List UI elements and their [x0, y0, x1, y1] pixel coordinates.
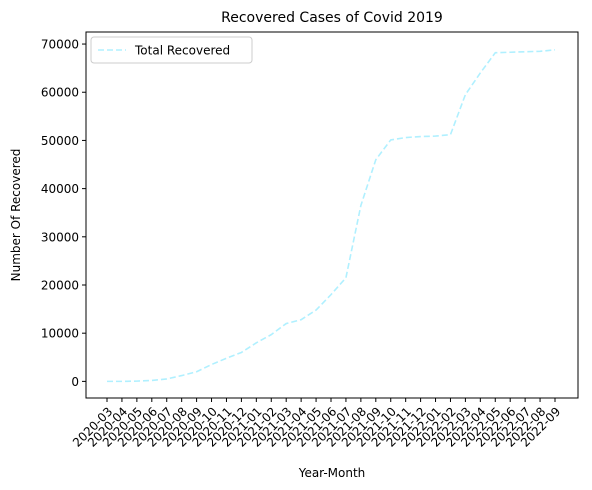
- plot-area-frame: [85, 31, 579, 399]
- legend-box: [90, 36, 253, 64]
- x-axis-label: Year-Month: [298, 466, 366, 480]
- y-axis: 0 10000 20000 30000 40000 50000 60000 70000: [41, 38, 86, 389]
- y-tick-label-10000: 10000: [41, 327, 79, 341]
- y-axis-label: Number Of Recovered: [9, 149, 23, 282]
- y-tick-label-70000: 70000: [41, 38, 79, 52]
- series-layer: [107, 49, 556, 383]
- y-tick-label-20000: 20000: [41, 278, 79, 292]
- y-tick-label-40000: 40000: [41, 182, 79, 196]
- legend: Total Recovered: [90, 36, 253, 64]
- y-tick-label-60000: 60000: [41, 86, 79, 100]
- x-axis: 2020-032020-042020-052020-062020-072020-…: [70, 398, 563, 450]
- y-tick-label-0: 0: [71, 375, 79, 389]
- chart-title: Recovered Cases of Covid 2019: [221, 10, 443, 26]
- legend-label-total-recovered: Total Recovered: [134, 44, 230, 58]
- y-tick-label-30000: 30000: [41, 230, 79, 244]
- series-line-total-recovered: [107, 49, 556, 383]
- y-tick-label-50000: 50000: [41, 134, 79, 148]
